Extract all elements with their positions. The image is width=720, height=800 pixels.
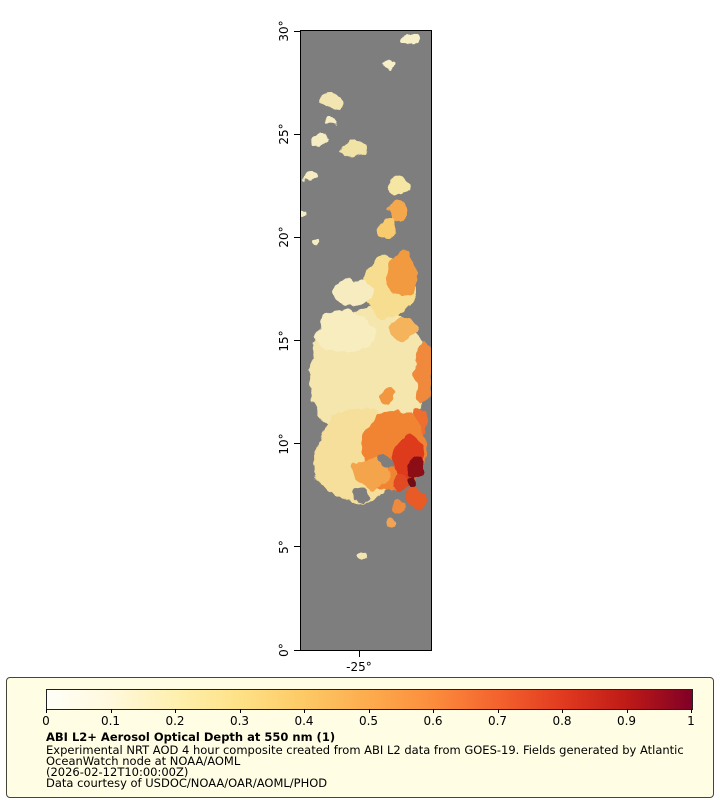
colorbar-legend-box: 0 0.1 0.2 0.3 0.4 0.5 0.6 0.7 0.8 0.9 1 ABI L2+ Ae…: [6, 677, 714, 798]
colorbar-tick-mark: [304, 709, 305, 713]
latitude-tick-label: 25°: [277, 123, 291, 145]
aod-blob: [331, 280, 371, 306]
colorbar-tick-mark: [562, 709, 563, 713]
colorbar-tick-label: 1: [687, 714, 695, 728]
aod-blob: [415, 341, 431, 401]
aod-blob: [378, 221, 396, 237]
aod-blob: [387, 200, 409, 226]
aod-blob: [383, 59, 395, 67]
latitude-tick-label: 5°: [277, 540, 291, 554]
colorbar-tick-mark: [175, 709, 176, 713]
colorbar-tick-label: 0.6: [423, 714, 443, 728]
latitude-tick-label: 20°: [277, 226, 291, 248]
latitude-tick-mark: [294, 30, 300, 32]
colorbar-tick-mark: [433, 709, 434, 713]
latitude-tick-mark: [294, 443, 300, 445]
aod-blob: [388, 177, 408, 195]
colorbar-gradient: [46, 689, 693, 710]
latitude-tick-mark: [294, 236, 300, 238]
aod-blob: [318, 309, 374, 353]
colorbar-tick-label: 0: [42, 714, 50, 728]
colorbar-tick-label: 0.8: [552, 714, 572, 728]
aod-blob: [408, 477, 418, 489]
colorbar-tick-label: 0.3: [229, 714, 250, 728]
aod-blob: [392, 319, 418, 343]
legend-title: ABI L2+ Aerosol Optical Depth at 550 nm …: [46, 730, 336, 744]
aod-blob: [377, 455, 393, 467]
latitude-tick-mark: [294, 133, 300, 135]
latitude-tick-label: 15°: [277, 329, 291, 352]
colorbar-tick-label: 0.5: [358, 714, 379, 728]
aod-blob: [409, 456, 425, 478]
colorbar-tick-mark: [110, 709, 112, 713]
aod-blob: [402, 36, 422, 46]
colorbar-tick-mark: [626, 709, 628, 713]
legend-courtesy-line: Data courtesy of USDOC/NOAA/OAR/AOML/PHO…: [46, 776, 328, 790]
colorbar-tick-mark: [239, 709, 241, 713]
colorbar-tick-label: 0.7: [487, 714, 508, 728]
aod-blob: [313, 135, 331, 147]
colorbar-tick-mark: [691, 709, 692, 713]
aod-blob: [392, 501, 406, 513]
latitude-tick-mark: [294, 649, 300, 651]
latitude-tick-label: 0°: [277, 643, 291, 657]
aod-map-plot: 30° 25° 20° 15° 10° 5° 0° -25°: [277, 20, 432, 674]
colorbar-tick-mark: [368, 709, 370, 713]
longitude-tick-mark: [358, 651, 360, 657]
aod-blob: [381, 389, 397, 405]
aod-blob: [383, 519, 395, 529]
aod-blob: [407, 488, 425, 510]
aod-blob: [326, 119, 336, 127]
colorbar-tick-mark: [46, 709, 47, 713]
latitude-tick-mark: [294, 546, 300, 548]
aod-blob: [357, 554, 369, 562]
colorbar-tick-label: 0.4: [294, 714, 314, 728]
legend-timestamp: (2026-02-12T10:00:00Z): [46, 765, 189, 779]
legend-caption-line-2: OceanWatch node at NOAA/AOML: [46, 754, 241, 768]
aod-blob: [352, 489, 370, 503]
latitude-tick-mark: [294, 340, 300, 341]
aod-blob: [387, 251, 417, 295]
colorbar-tick-mark: [497, 709, 499, 713]
aod-blob: [319, 93, 343, 109]
aod-blob-layer: [301, 36, 431, 562]
aod-blob: [301, 210, 309, 218]
aod-blob: [391, 474, 411, 492]
aod-blob: [339, 142, 367, 156]
latitude-tick-label: 30°: [277, 20, 291, 42]
aod-blob: [310, 239, 320, 247]
legend-caption-line-1: Experimental NRT AOD 4 hour composite cr…: [46, 743, 684, 757]
aod-field-canvas: [301, 36, 431, 562]
colorbar-tick-label: 0.2: [165, 714, 185, 728]
aod-blob: [305, 172, 317, 182]
colorbar-tick-label: 0.1: [100, 714, 121, 728]
longitude-tick-label: -25°: [346, 660, 372, 674]
latitude-tick-label: 10°: [277, 433, 291, 455]
colorbar-tick-label: 0.9: [616, 714, 637, 728]
